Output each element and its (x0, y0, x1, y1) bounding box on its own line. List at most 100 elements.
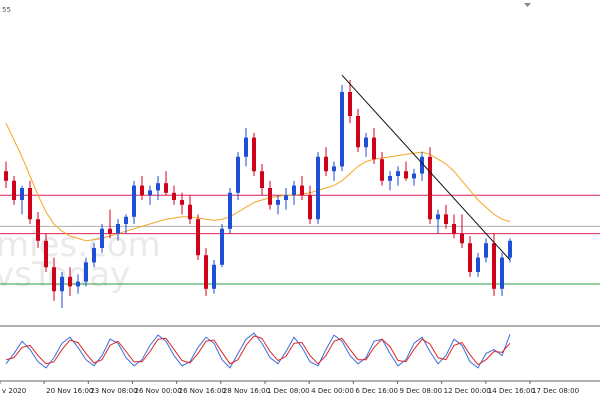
candle (100, 224, 104, 253)
candle-body (316, 156, 320, 220)
candle-body (292, 185, 296, 196)
candle-body (380, 159, 384, 181)
stochastic-layer (5, 332, 511, 369)
candle-body (156, 183, 160, 191)
candle-body (68, 276, 72, 287)
candle-body (444, 214, 448, 224)
candle-body (428, 156, 432, 220)
candle (348, 80, 352, 124)
candle (428, 147, 432, 224)
candle-body (284, 195, 288, 200)
candle (508, 238, 512, 263)
candle (388, 171, 392, 191)
candle-body (268, 188, 272, 205)
candle (132, 180, 136, 224)
candle-body (12, 180, 16, 200)
candle (284, 188, 288, 210)
candle (492, 233, 496, 296)
candle (124, 214, 128, 234)
stochastic-main-line (5, 332, 511, 369)
candle-body (412, 173, 416, 179)
candle (484, 238, 488, 263)
candle-body (148, 190, 152, 196)
candle-body (452, 224, 456, 234)
candle-body (340, 92, 344, 167)
watermark-line-2: vsToday (0, 255, 130, 295)
candle (4, 161, 8, 188)
x-tick-label: 9 Dec 08:00 (400, 387, 443, 395)
candle-body (476, 257, 480, 272)
candle (116, 219, 120, 241)
x-tick-label: 12 Dec 00:00 (444, 387, 491, 395)
candle-body (28, 188, 32, 220)
candle (84, 257, 88, 287)
candle (172, 185, 176, 205)
candle-body (404, 171, 408, 179)
x-tick-label: 23 Nov 08:00 (90, 387, 137, 395)
candle-body (212, 264, 216, 289)
candle-body (348, 92, 352, 116)
candle (12, 176, 16, 205)
candle (52, 257, 56, 301)
candle-body (236, 156, 240, 193)
x-tick-label: 6 Dec 16:00 (355, 387, 398, 395)
candle (444, 204, 448, 229)
candle-body (260, 171, 264, 188)
moving-average-layer (5, 122, 511, 242)
candle (308, 185, 312, 224)
candle-body (356, 116, 360, 148)
candle (220, 224, 224, 268)
candle-body (4, 171, 8, 181)
candle (420, 152, 424, 181)
candle-body (140, 185, 144, 196)
candle-body (484, 243, 488, 258)
candle-body (180, 200, 184, 205)
x-tick-label: 26 Nov 00:00 (135, 387, 182, 395)
candle (148, 185, 152, 205)
candle (268, 180, 272, 210)
candle (460, 214, 464, 248)
candle-body (460, 233, 464, 244)
candle-body (276, 200, 280, 205)
corner-label: 55 (2, 6, 11, 14)
watermark: mies.com vsToday (0, 225, 161, 295)
candle-body (372, 137, 376, 160)
candle (452, 214, 456, 239)
candle (468, 236, 472, 277)
candle (92, 243, 96, 268)
candle-body (492, 243, 496, 289)
candle-body (324, 156, 328, 172)
candle-body (36, 219, 40, 241)
candle-body (436, 214, 440, 220)
candle (260, 164, 264, 196)
candle-body (84, 262, 88, 282)
x-tick-label: 14 Dec 16:00 (488, 387, 535, 395)
candle (364, 132, 368, 157)
candle-body (188, 204, 192, 220)
candle (20, 185, 24, 215)
candle (204, 248, 208, 296)
candle-body (364, 137, 368, 148)
candle (300, 176, 304, 200)
candle (140, 176, 144, 200)
chevron-down-icon[interactable] (524, 3, 531, 7)
x-tick-label: 28 Nov 16:00 (223, 387, 270, 395)
candle (396, 166, 400, 186)
candle-body (220, 228, 224, 265)
candle-body (60, 276, 64, 292)
x-tick-label: v 2020 (2, 387, 26, 395)
candle (28, 180, 32, 224)
candle-body (420, 156, 424, 174)
candle-body (132, 185, 136, 217)
x-tick-label: 1 Dec 08:00 (267, 387, 310, 395)
candle (476, 252, 480, 277)
candle (500, 252, 504, 296)
x-tick-label: 26 Nov 16:00 (179, 387, 226, 395)
candle (76, 274, 80, 294)
candles-layer (4, 80, 512, 308)
candle-body (108, 228, 112, 234)
candle (340, 84, 344, 172)
candle (316, 152, 320, 224)
